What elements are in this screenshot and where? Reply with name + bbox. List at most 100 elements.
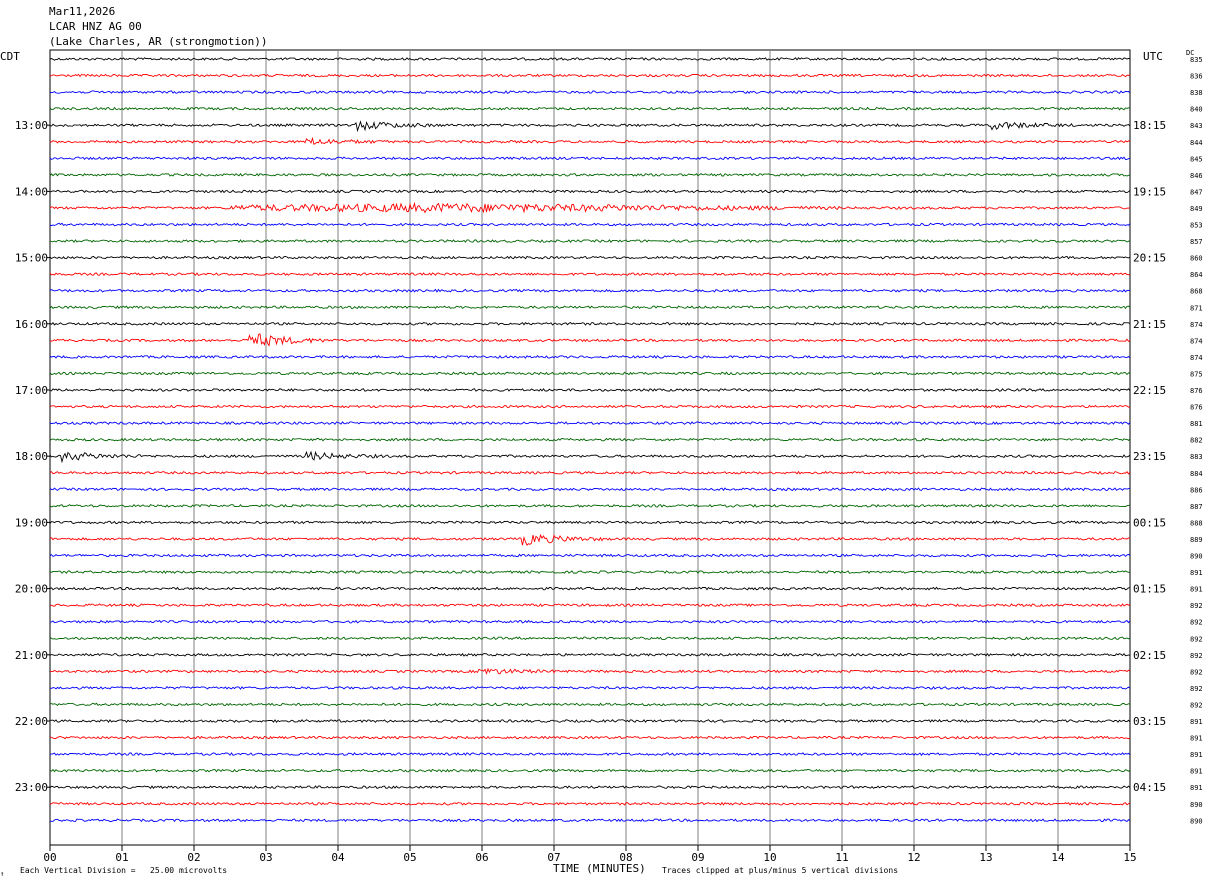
dc-offset-label: 891	[1190, 784, 1203, 792]
trace-row	[49, 321, 1131, 326]
trace-row	[49, 553, 1131, 558]
trace-row	[49, 239, 1131, 243]
vertical-division-note: Each Vertical Division = 25.00 microvolt…	[20, 866, 228, 875]
dc-offset-label: 847	[1190, 188, 1203, 196]
x-tick-label: 03	[259, 851, 272, 864]
x-tick-label: 05	[403, 851, 416, 864]
left-time-label: 16:00	[15, 318, 48, 331]
right-time-label: 20:15	[1133, 252, 1166, 265]
timezone-right-label: UTC	[1143, 50, 1163, 63]
trace-row	[49, 272, 1131, 277]
trace-row	[49, 354, 1131, 359]
x-tick-label: 11	[835, 851, 848, 864]
dc-offset-label: 844	[1190, 139, 1203, 147]
x-tick-label: 09	[691, 851, 704, 864]
dc-offset-label: 889	[1190, 536, 1203, 544]
trace-row	[49, 503, 1131, 508]
trace-row	[49, 636, 1131, 641]
dc-offset-label: 846	[1190, 172, 1203, 180]
dc-offset-label: 886	[1190, 486, 1203, 494]
right-time-label: 02:15	[1133, 649, 1166, 662]
dc-offset-label: 875	[1190, 370, 1203, 378]
trace-row	[49, 470, 1131, 475]
clipping-note: Traces clipped at plus/minus 5 vertical …	[662, 866, 899, 875]
left-time-label: 18:00	[15, 450, 48, 463]
dc-offset-label: 871	[1190, 304, 1203, 312]
trace-row	[49, 652, 1131, 657]
trace-row	[49, 520, 1131, 525]
trace-row	[49, 222, 1131, 227]
dc-offset-label: 874	[1190, 321, 1203, 329]
left-time-label: 19:00	[15, 516, 48, 529]
left-time-label: 13:00	[15, 119, 48, 132]
trace-row	[49, 404, 1131, 409]
x-tick-label: 10	[763, 851, 776, 864]
right-time-label: 21:15	[1133, 318, 1166, 331]
dc-offset-label: 857	[1190, 238, 1203, 246]
right-time-label: 01:15	[1133, 583, 1166, 596]
dc-offset-label: 849	[1190, 205, 1203, 213]
x-tick-label: 07	[547, 851, 560, 864]
x-tick-label: 12	[907, 851, 920, 864]
trace-row	[49, 106, 1131, 111]
trace-row	[49, 785, 1131, 790]
right-time-label: 23:15	[1133, 450, 1166, 463]
trace-row	[49, 667, 1131, 675]
trace-row	[49, 533, 1131, 546]
trace-row	[49, 136, 1131, 145]
trace-row	[49, 570, 1131, 574]
dc-offset-label: 853	[1190, 222, 1203, 230]
dc-offset-label: 890	[1190, 553, 1203, 561]
dc-offset-label: 874	[1190, 337, 1203, 345]
right-time-label: 18:15	[1133, 119, 1166, 132]
x-tick-label: 15	[1123, 851, 1136, 864]
trace-row	[49, 735, 1131, 740]
trace-row	[49, 120, 1131, 133]
dc-offset-label: 892	[1190, 668, 1203, 676]
trace-row	[49, 768, 1131, 773]
right-time-label: 00:15	[1133, 516, 1166, 529]
trace-row	[49, 719, 1131, 723]
dc-offset-label: 890	[1190, 801, 1203, 809]
dc-offset-label: 892	[1190, 685, 1203, 693]
x-tick-label: 13	[979, 851, 992, 864]
left-time-label: 15:00	[15, 252, 48, 265]
dc-offset-label: 882	[1190, 437, 1203, 445]
trace-row	[49, 305, 1131, 310]
trace-row	[49, 487, 1131, 492]
dc-offset-label: 836	[1190, 73, 1203, 81]
right-time-label: 04:15	[1133, 781, 1166, 794]
trace-row	[49, 156, 1131, 161]
trace-row	[49, 752, 1131, 757]
trace-row	[50, 90, 1131, 95]
x-tick-label: 04	[331, 851, 345, 864]
dc-offset-label: 864	[1190, 271, 1203, 279]
dc-offset-label: 860	[1190, 255, 1203, 263]
dc-offset-label: 888	[1190, 519, 1203, 527]
trace-row	[49, 333, 1131, 347]
trace-row	[49, 437, 1131, 442]
timezone-left-label: CDT	[0, 50, 20, 63]
x-tick-label: 14	[1051, 851, 1065, 864]
dc-offset-label: 891	[1190, 569, 1203, 577]
x-axis-label: TIME (MINUTES)	[553, 862, 646, 875]
dc-offset-label: 845	[1190, 155, 1203, 163]
dc-offset-label: 887	[1190, 503, 1203, 511]
trace-row	[49, 255, 1131, 260]
right-time-label: 19:15	[1133, 185, 1166, 198]
dc-offset-label: 891	[1190, 751, 1203, 759]
trace-row	[49, 421, 1131, 426]
x-tick-label: 08	[619, 851, 632, 864]
dc-offset-label: 868	[1190, 288, 1203, 296]
trace-row	[49, 288, 1131, 293]
x-tick-label: 06	[475, 851, 488, 864]
right-time-label: 03:15	[1133, 715, 1166, 728]
dc-offset-label: 874	[1190, 354, 1203, 362]
left-time-label: 17:00	[15, 384, 48, 397]
dc-offset-label: 840	[1190, 106, 1203, 114]
dc-offset-label: 891	[1190, 586, 1203, 594]
x-tick-label: 00	[43, 851, 56, 864]
dc-offset-label: 891	[1190, 718, 1203, 726]
dc-offset-label: 876	[1190, 387, 1203, 395]
